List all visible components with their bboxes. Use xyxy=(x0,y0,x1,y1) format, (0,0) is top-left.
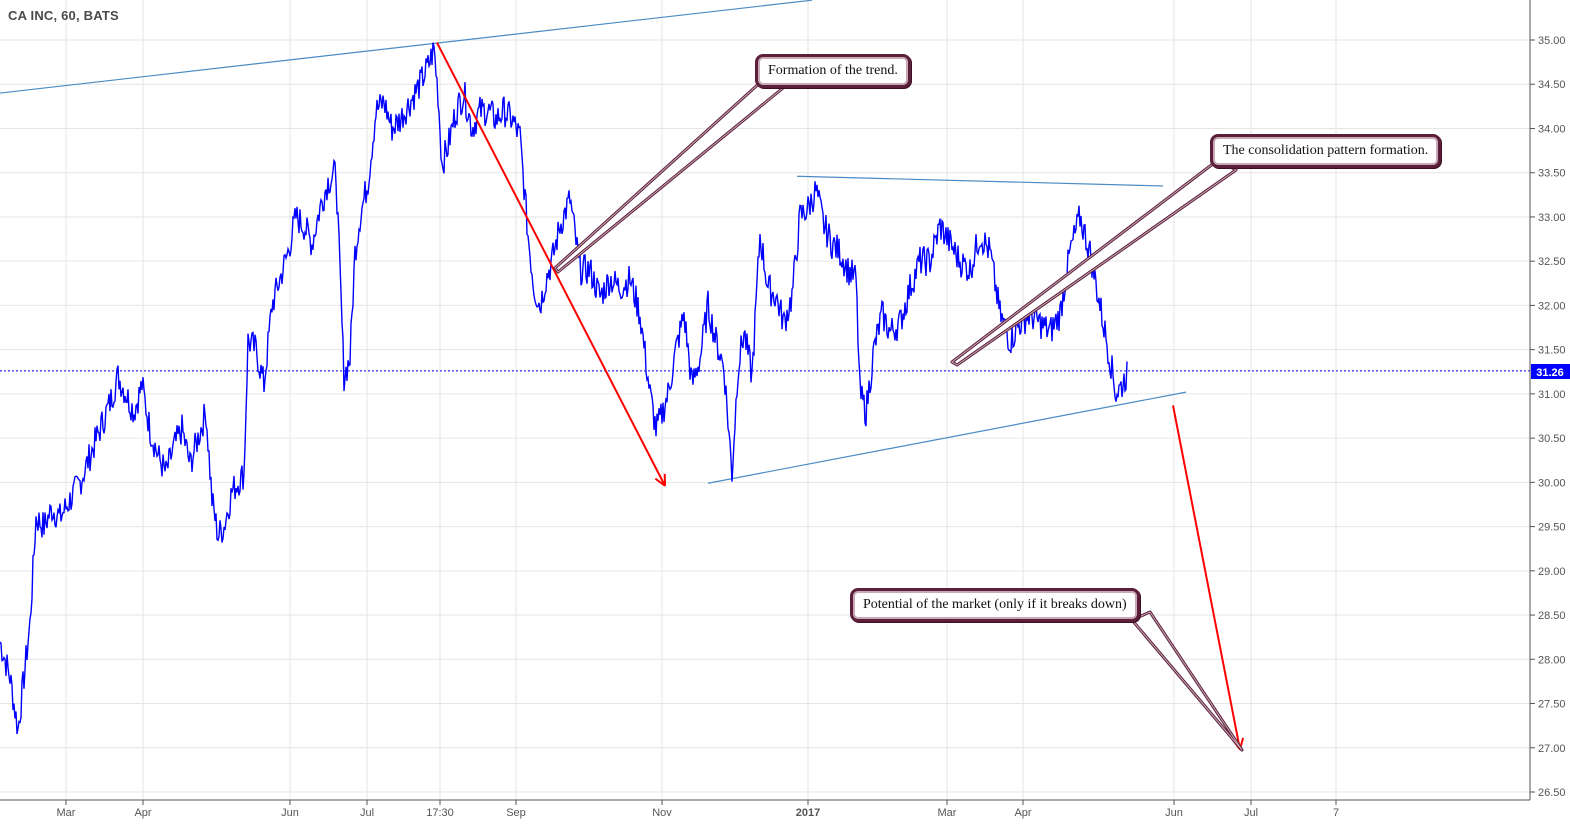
svg-text:31.26: 31.26 xyxy=(1536,367,1564,379)
price-tick-label: 35.00 xyxy=(1538,35,1566,47)
callout-market-potential[interactable]: Potential of the market (only if it brea… xyxy=(850,588,1140,622)
price-tick-label: 30.00 xyxy=(1538,477,1566,489)
trendline[interactable] xyxy=(797,176,1163,186)
time-tick-label: Nov xyxy=(652,807,672,819)
time-tick-label: 17:30 xyxy=(426,807,454,819)
price-tick-label: 32.00 xyxy=(1538,300,1566,312)
time-tick-label: Jun xyxy=(1165,807,1183,819)
time-tick-label: Mar xyxy=(938,807,957,819)
price-tick-label: 27.50 xyxy=(1538,699,1566,711)
price-axis[interactable]: 35.00 34.50 34.00 33.50 33.00 32.50 32.00 31.50… xyxy=(1530,35,1566,799)
price-tick-label: 26.50 xyxy=(1538,787,1566,799)
time-axis[interactable]: Mar Apr Jun Jul 17:30 Sep Nov 2017 Mar Apr Jun Jul 7 xyxy=(57,800,1340,819)
price-tick-label: 34.00 xyxy=(1538,123,1566,135)
price-tick-label: 30.50 xyxy=(1538,433,1566,445)
price-tick-label: 28.50 xyxy=(1538,610,1566,622)
price-tick-label: 31.50 xyxy=(1538,345,1566,357)
grid-lines xyxy=(0,0,1530,800)
time-tick-label: 7 xyxy=(1333,807,1339,819)
price-tick-label: 29.00 xyxy=(1538,566,1566,578)
time-tick-label: Jul xyxy=(360,807,374,819)
price-tick-label: 29.50 xyxy=(1538,522,1566,534)
time-tick-label: Mar xyxy=(57,807,76,819)
callout-text: Formation of the trend. xyxy=(768,63,898,78)
price-tick-label: 27.00 xyxy=(1538,743,1566,755)
price-tick-label: 33.50 xyxy=(1538,168,1566,180)
callout-consolidation[interactable]: The consolidation pattern formation. xyxy=(1210,134,1441,168)
time-tick-label: Apr xyxy=(1014,807,1031,819)
price-series-line xyxy=(0,43,1127,734)
price-tick-label: 33.00 xyxy=(1538,212,1566,224)
price-tick-label: 28.00 xyxy=(1538,654,1566,666)
price-tick-label: 31.00 xyxy=(1538,389,1566,401)
time-tick-label: Jul xyxy=(1244,807,1258,819)
price-tick-label: 34.50 xyxy=(1538,79,1566,91)
time-tick-label: Jun xyxy=(281,807,299,819)
callout-text: Potential of the market (only if it brea… xyxy=(863,597,1127,612)
arrow[interactable] xyxy=(437,43,665,486)
price-tick-label: 32.50 xyxy=(1538,256,1566,268)
trendline[interactable] xyxy=(0,0,812,93)
current-price-badge: 31.26 xyxy=(1531,364,1570,379)
time-tick-label: 2017 xyxy=(796,807,820,819)
callout-trend-formation[interactable]: Formation of the trend. xyxy=(755,54,911,88)
callout-text: The consolidation pattern formation. xyxy=(1223,143,1428,158)
time-tick-label: Apr xyxy=(134,807,151,819)
time-tick-label: Sep xyxy=(506,807,526,819)
symbol-title: CA INC, 60, BATS xyxy=(8,8,119,23)
